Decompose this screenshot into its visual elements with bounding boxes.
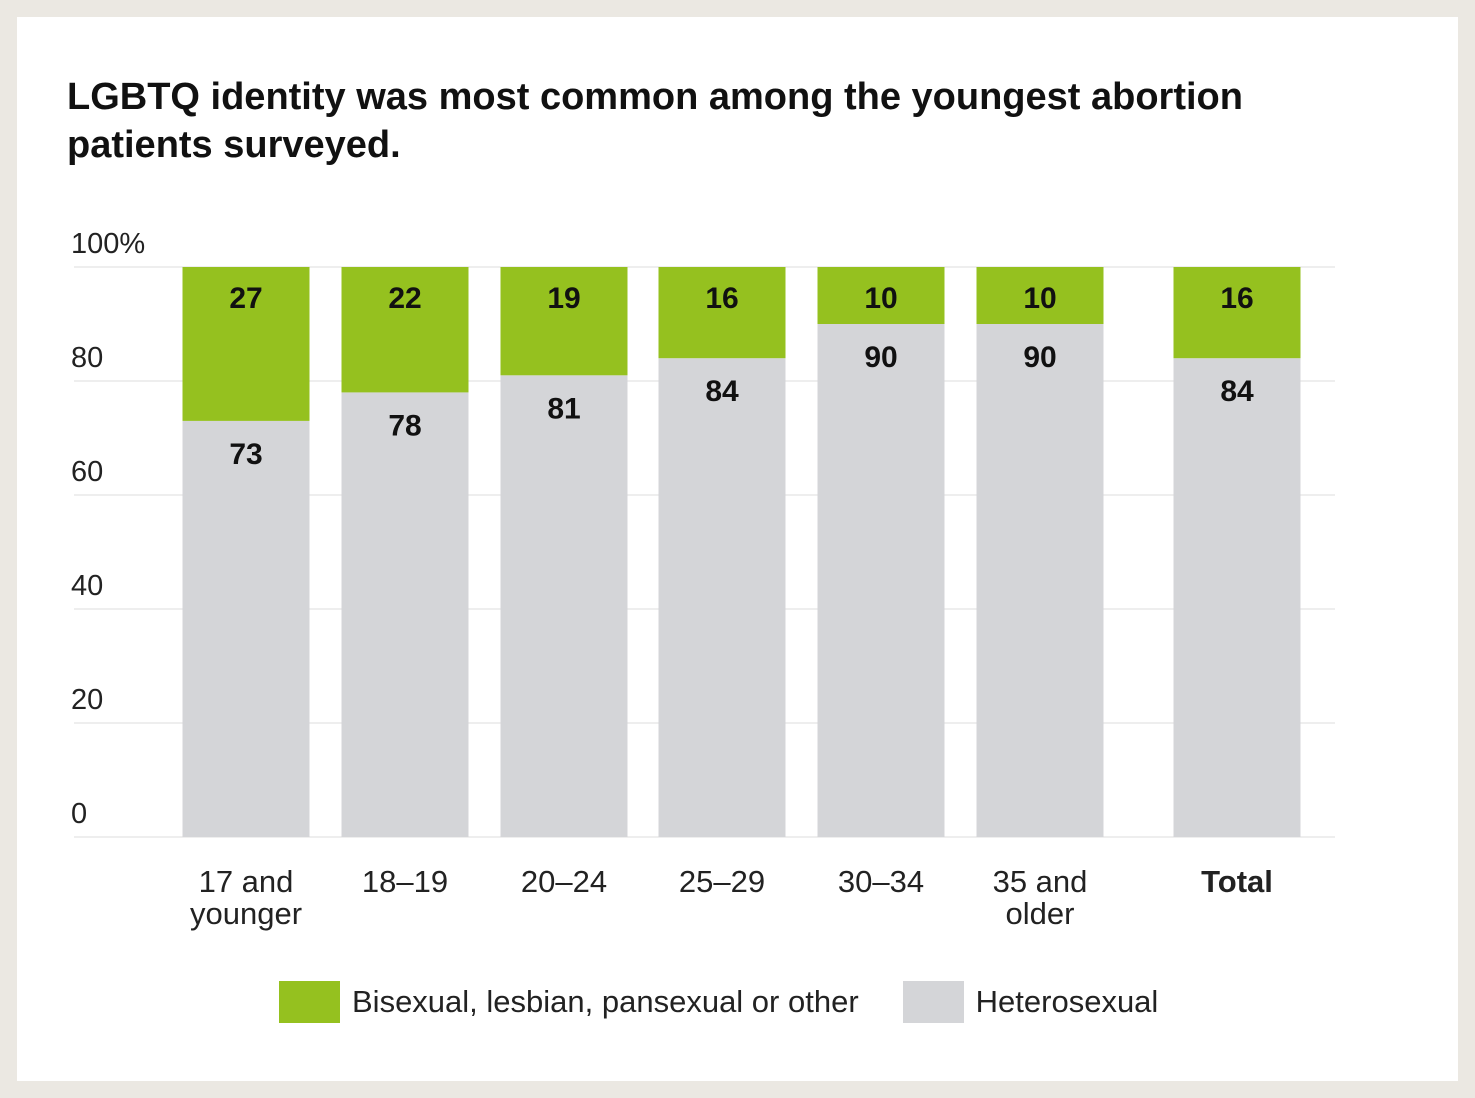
stacked-bar-chart: 27 73 22 78 19 81 16 84 10 90 10 90 16 84 0 20 40 60 80 10… <box>71 228 1335 931</box>
y-tick-label: 40 <box>71 570 103 602</box>
data-label-heterosexual: 90 <box>864 341 897 374</box>
data-label-heterosexual: 84 <box>1220 375 1254 408</box>
legend-item-bisexual: Bisexual, lesbian, pansexual or other <box>279 981 859 1023</box>
bar-heterosexual <box>976 324 1104 837</box>
legend-swatch-bisexual <box>279 981 340 1023</box>
y-axis-labels: 0 20 40 60 80 100% <box>71 228 145 830</box>
legend-swatch-heterosexual <box>902 981 964 1023</box>
x-tick-label: 25–29 <box>679 864 765 899</box>
bar-heterosexual <box>658 358 786 837</box>
bar-heterosexual <box>182 420 310 837</box>
data-label-bisexual-other: 19 <box>547 282 580 315</box>
bar-bisexual-other <box>1173 267 1301 359</box>
bar-bisexual-other <box>817 267 945 324</box>
y-tick-label: 20 <box>71 684 103 716</box>
x-tick-label: 35 and older <box>993 864 1088 931</box>
y-tick-label: 60 <box>71 456 103 488</box>
bar-heterosexual <box>500 375 628 837</box>
x-axis-labels: 17 and younger 18–19 20–24 25–29 30–34 35 and o… <box>190 864 1273 931</box>
bar-bisexual-other <box>341 267 469 393</box>
data-label-heterosexual: 73 <box>229 438 262 471</box>
y-tick-label: 0 <box>71 798 87 830</box>
x-tick-label: 18–19 <box>362 864 448 899</box>
data-label-heterosexual: 81 <box>547 392 580 425</box>
bar-bisexual-other <box>658 267 786 359</box>
data-label-bisexual-other: 16 <box>1220 282 1253 315</box>
data-label-bisexual-other: 10 <box>1023 282 1056 315</box>
data-label-heterosexual: 78 <box>388 409 421 442</box>
data-label-heterosexual: 84 <box>705 375 739 408</box>
legend: Bisexual, lesbian, pansexual or other He… <box>279 981 1202 1023</box>
chart-title: LGBTQ identity was most common among the… <box>67 76 1243 166</box>
bars: 27 73 22 78 19 81 16 84 10 90 10 90 16 84 <box>182 267 1301 837</box>
data-label-heterosexual: 90 <box>1023 341 1056 374</box>
bar-heterosexual <box>341 392 469 837</box>
legend-label-bisexual: Bisexual, lesbian, pansexual or other <box>352 984 859 1019</box>
y-tick-label: 100% <box>71 228 145 260</box>
data-label-bisexual-other: 27 <box>229 282 262 315</box>
chart-card: LGBTQ identity was most common among the… <box>17 17 1458 1081</box>
data-label-bisexual-other: 22 <box>388 282 421 315</box>
bar-bisexual-other <box>182 267 310 421</box>
x-tick-label: 17 and younger <box>190 864 302 931</box>
x-tick-label: 20–24 <box>521 864 607 899</box>
legend-item-heterosexual: Heterosexual <box>902 981 1159 1023</box>
bar-bisexual-other <box>500 267 628 376</box>
bar-heterosexual <box>1173 358 1301 837</box>
bar-bisexual-other <box>976 267 1104 324</box>
bar-heterosexual <box>817 324 945 837</box>
y-tick-label: 80 <box>71 342 103 374</box>
data-label-bisexual-other: 16 <box>705 282 738 315</box>
data-label-bisexual-other: 10 <box>864 282 897 315</box>
legend-label-heterosexual: Heterosexual <box>975 984 1159 1019</box>
x-tick-label: 30–34 <box>838 864 924 899</box>
x-tick-label: Total <box>1201 864 1273 899</box>
